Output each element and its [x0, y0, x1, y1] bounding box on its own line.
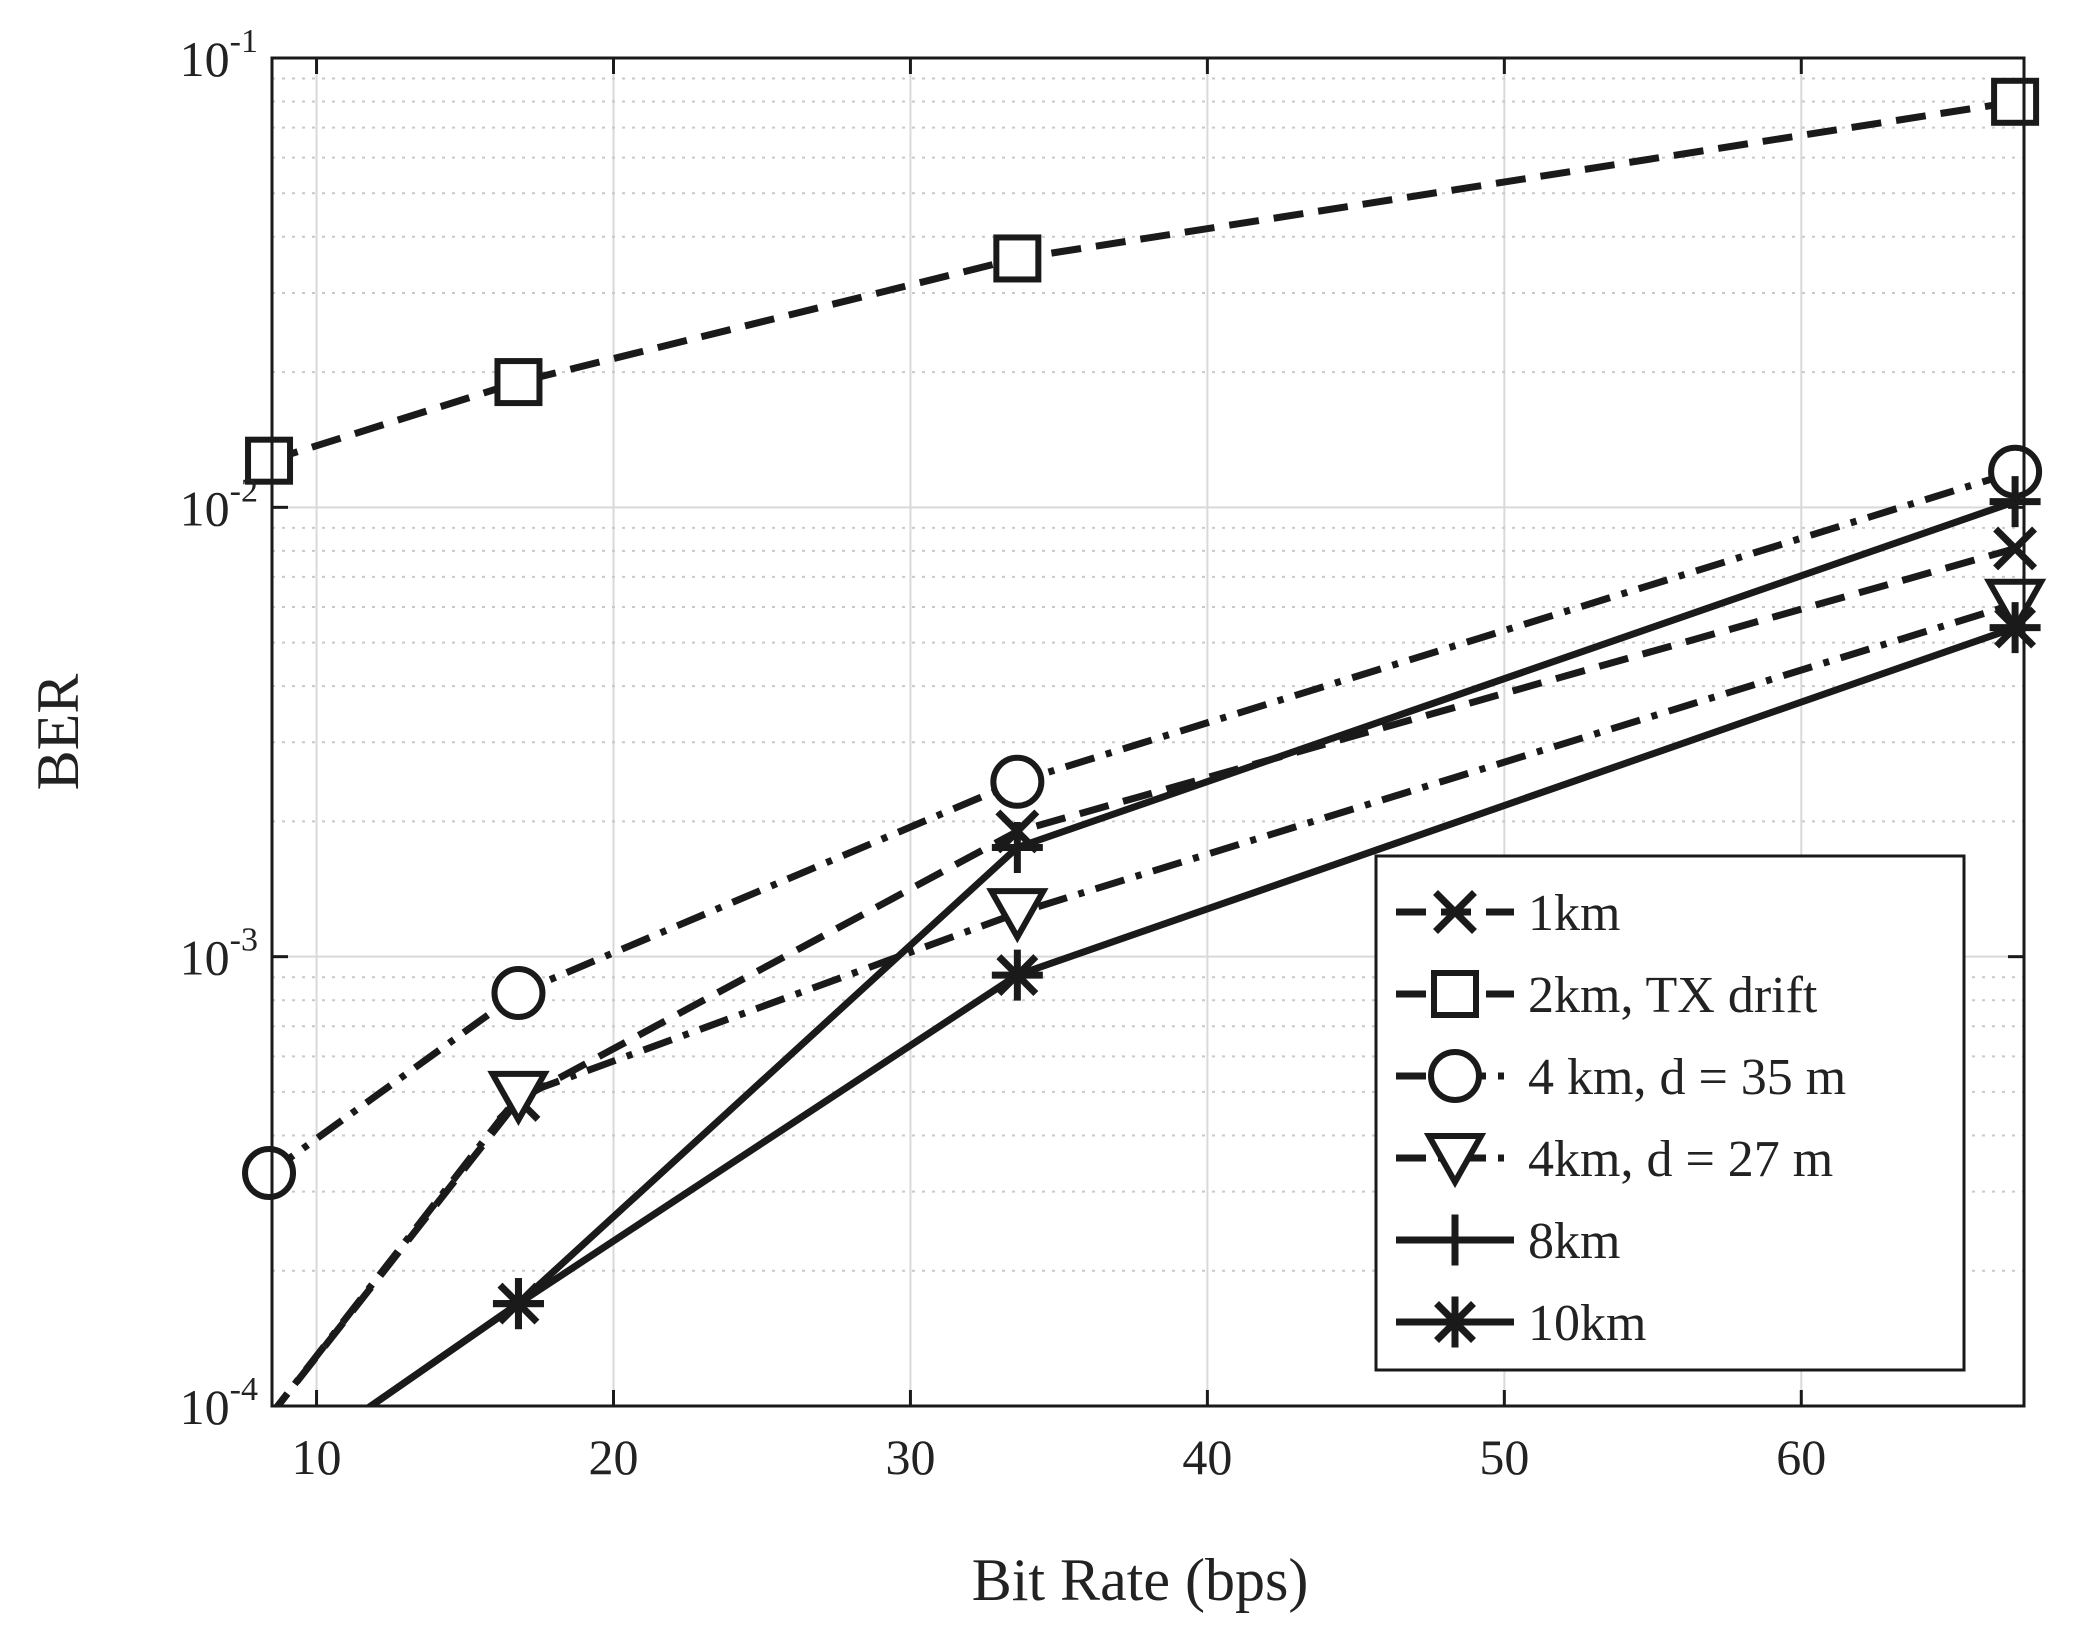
legend-marker-2 — [1428, 1049, 1482, 1103]
x-axis: 10 20 30 40 50 60 — [292, 58, 1826, 1485]
series-4-point — [1989, 476, 2041, 528]
series-1-point — [1991, 77, 2040, 126]
y-tick-label: 10-2 — [180, 472, 258, 536]
y-tick-label: 10-4 — [180, 1371, 258, 1435]
x-tick-label: 10 — [292, 1429, 342, 1485]
legend: 1km 2km, TX drift 4 km, d = 35 m 4km, d = 2… — [1374, 854, 1966, 1372]
series-2-point — [242, 1146, 297, 1201]
series-2-point — [990, 754, 1045, 809]
legend-label-2: 4 km, d = 35 m — [1528, 1049, 1846, 1106]
plot-frame — [270, 56, 2026, 1408]
series-1-point — [494, 358, 543, 407]
series-5-point — [991, 949, 1043, 1001]
x-tick-label: 60 — [1776, 1429, 1826, 1485]
series-3-point — [487, 1070, 550, 1126]
y-axis: 10-4 10-3 10-2 10-1 — [180, 23, 2024, 1435]
legend-marker-0 — [1433, 890, 1477, 934]
legend-label-5: 10km — [1528, 1295, 1646, 1352]
series-1-point — [245, 436, 294, 485]
series-4-point — [991, 821, 1043, 873]
x-axis-label: Bit Rate (bps) — [972, 1547, 1309, 1613]
legend-label-1: 2km, TX drift — [1528, 967, 1818, 1024]
y-axis-label: BER — [25, 674, 91, 791]
series-line-1 — [272, 98, 2016, 464]
series-5-point — [492, 1278, 544, 1330]
marker-layer — [242, 77, 2047, 1330]
series-5-point — [1989, 602, 2041, 654]
legend-label-3: 4km, d = 27 m — [1528, 1131, 1833, 1188]
series-3-point — [986, 888, 1049, 944]
legend-label-4: 8km — [1528, 1213, 1620, 1270]
legend-marker-1 — [1431, 970, 1479, 1018]
legend-marker-4 — [1429, 1214, 1481, 1266]
legend-marker-5 — [1429, 1296, 1481, 1348]
legend-label-0: 1km — [1528, 885, 1620, 942]
series-line-3 — [273, 600, 2017, 1406]
series-0-point — [1993, 526, 2038, 571]
legend-marker-3 — [1423, 1133, 1487, 1189]
series-layer — [272, 98, 2017, 1406]
y-tick-label: 10-1 — [180, 23, 258, 87]
series-1-point — [993, 234, 1042, 283]
x-tick-label: 20 — [588, 1429, 638, 1485]
series-line-5 — [364, 624, 2017, 1406]
x-tick-label: 30 — [885, 1429, 935, 1485]
y-tick-label: 10-3 — [180, 922, 258, 986]
legend-box — [1374, 854, 1966, 1372]
x-tick-label: 40 — [1182, 1429, 1232, 1485]
x-tick-label: 50 — [1479, 1429, 1529, 1485]
series-2-point — [491, 966, 546, 1021]
